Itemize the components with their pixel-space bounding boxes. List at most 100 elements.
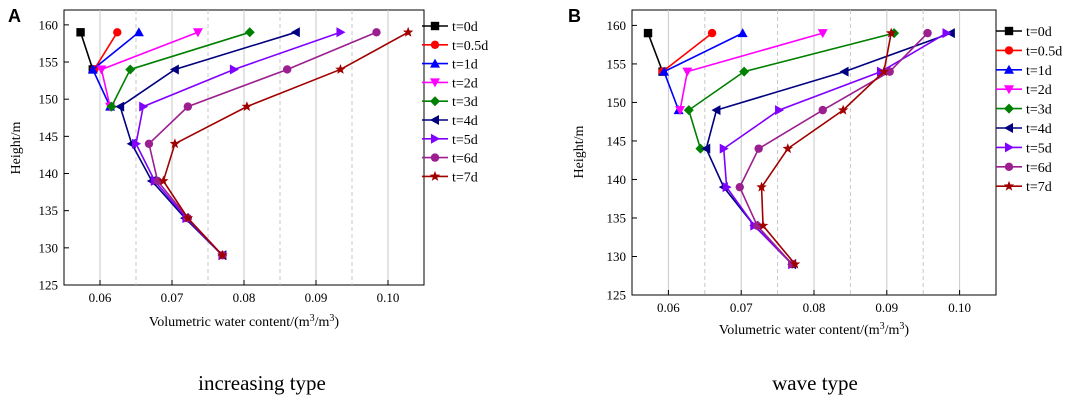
series-line bbox=[79, 32, 94, 70]
x-axis-label-a-mid: /m bbox=[315, 315, 330, 330]
x-tick-label: 0.10 bbox=[948, 300, 971, 315]
legend-item: t=7d bbox=[422, 170, 478, 185]
legend-item: t=0.5d bbox=[422, 39, 488, 54]
y-tick-label: 140 bbox=[39, 166, 59, 181]
y-tick-label: 130 bbox=[39, 240, 59, 255]
x-tick-label: 0.09 bbox=[875, 300, 898, 315]
legend-marker bbox=[429, 170, 441, 181]
legend-label: t=4d bbox=[1026, 122, 1052, 137]
legend-marker bbox=[430, 40, 440, 49]
series-line bbox=[760, 32, 892, 265]
data-point bbox=[402, 26, 414, 37]
legend-a: t=0d t=0.5d t=1d t=2d t=3d t=4d t=5d t=6d t=7d bbox=[422, 20, 488, 185]
data-point bbox=[782, 143, 794, 154]
data-point bbox=[878, 66, 890, 77]
series-line bbox=[705, 32, 952, 265]
y-tick-label: 140 bbox=[607, 172, 627, 187]
legend-marker bbox=[1004, 162, 1014, 171]
data-point bbox=[735, 182, 744, 192]
data-point bbox=[336, 27, 346, 38]
x-tick-label: 0.08 bbox=[803, 300, 826, 315]
y-tick-label: 145 bbox=[607, 133, 627, 148]
series-line bbox=[93, 31, 118, 70]
data-point bbox=[659, 66, 670, 76]
legend-b: t=0d t=0.5d t=1d t=2d t=3d t=4d t=5d t=6d t=7d bbox=[996, 25, 1062, 195]
y-tick-label: 125 bbox=[39, 278, 59, 293]
x-axis-label-b: Volumetric water content/(m3/m3) bbox=[719, 321, 909, 338]
legend-label: t=1d bbox=[452, 58, 478, 73]
data-point bbox=[169, 64, 179, 75]
data-point bbox=[885, 27, 897, 38]
series-t-5d bbox=[132, 27, 346, 261]
legend-label: t=0d bbox=[452, 20, 478, 35]
x-tick-label: 0.07 bbox=[730, 300, 753, 315]
data-point bbox=[241, 101, 253, 112]
legend-marker bbox=[1004, 85, 1014, 95]
y-axis-label-b: Height/m bbox=[572, 125, 587, 178]
legend-item: t=7d bbox=[996, 180, 1052, 195]
legend-label: t=0d bbox=[1026, 25, 1052, 40]
y-ticks-a: 125 130 135 140 145 150 155 160 bbox=[39, 17, 69, 293]
y-tick-label: 130 bbox=[607, 249, 627, 264]
data-point bbox=[756, 181, 767, 192]
legend-item: t=0d bbox=[422, 20, 478, 35]
legend-label: t=3d bbox=[1026, 103, 1052, 118]
legend-marker bbox=[1004, 123, 1013, 133]
y-tick-label: 160 bbox=[39, 17, 59, 32]
y-tick-label: 150 bbox=[607, 95, 627, 110]
data-point bbox=[818, 105, 827, 115]
series-t-1d bbox=[659, 28, 748, 115]
data-point bbox=[817, 29, 828, 39]
x-axis-label-a-end: ) bbox=[334, 315, 339, 330]
legend-item: t=3d bbox=[996, 103, 1052, 118]
legend-label: t=6d bbox=[1026, 161, 1052, 176]
legend-label: t=2d bbox=[1026, 83, 1052, 98]
y-tick-label: 135 bbox=[39, 203, 59, 218]
legend-marker bbox=[430, 115, 439, 125]
legend-item: t=6d bbox=[996, 161, 1052, 176]
data-point bbox=[132, 138, 141, 149]
y-tick-label: 135 bbox=[607, 210, 627, 225]
x-tick-label: 0.09 bbox=[305, 290, 328, 305]
data-point bbox=[789, 258, 801, 269]
legend-label: t=0.5d bbox=[1026, 44, 1062, 59]
data-point bbox=[722, 182, 732, 193]
x-tick-label: 0.06 bbox=[657, 300, 680, 315]
legend-marker bbox=[1004, 46, 1014, 55]
data-point bbox=[96, 65, 107, 75]
y-tick-label: 145 bbox=[39, 129, 59, 144]
data-point bbox=[837, 104, 849, 115]
data-point bbox=[133, 27, 144, 37]
y-tick-label: 155 bbox=[607, 56, 627, 71]
legend-marker bbox=[430, 96, 440, 107]
data-point bbox=[153, 176, 162, 186]
legend-marker bbox=[1004, 26, 1014, 36]
x-tick-label: 0.10 bbox=[377, 290, 400, 305]
data-point bbox=[682, 67, 693, 77]
data-point bbox=[739, 66, 750, 77]
data-point bbox=[885, 67, 894, 76]
legend-label: t=7d bbox=[1026, 180, 1052, 195]
y-tick-label: 160 bbox=[607, 18, 627, 33]
x-tick-label: 0.08 bbox=[233, 290, 256, 305]
panel-label-a: A bbox=[8, 6, 21, 26]
legend-item: t=0d bbox=[996, 25, 1052, 40]
data-point bbox=[923, 28, 932, 38]
legend-label: t=3d bbox=[452, 95, 478, 110]
panel-label-b: B bbox=[568, 6, 581, 26]
legend-item: t=4d bbox=[996, 122, 1052, 137]
data-point bbox=[169, 138, 181, 149]
legend-label: t=4d bbox=[452, 114, 478, 129]
data-point bbox=[335, 63, 346, 74]
y-tick-label: 125 bbox=[607, 288, 627, 303]
data-point bbox=[707, 28, 717, 38]
data-point bbox=[115, 101, 125, 112]
legend-marker bbox=[430, 21, 440, 31]
data-point bbox=[158, 175, 169, 186]
y-ticks-b: 125 130 135 140 145 150 155 160 bbox=[607, 18, 637, 303]
data-point bbox=[144, 139, 154, 148]
legend-label: t=0.5d bbox=[452, 39, 488, 54]
x-ticks-a: 0.06 0.07 0.08 0.09 0.10 bbox=[89, 280, 400, 305]
data-point bbox=[183, 102, 193, 111]
series-t-2d bbox=[675, 29, 828, 116]
